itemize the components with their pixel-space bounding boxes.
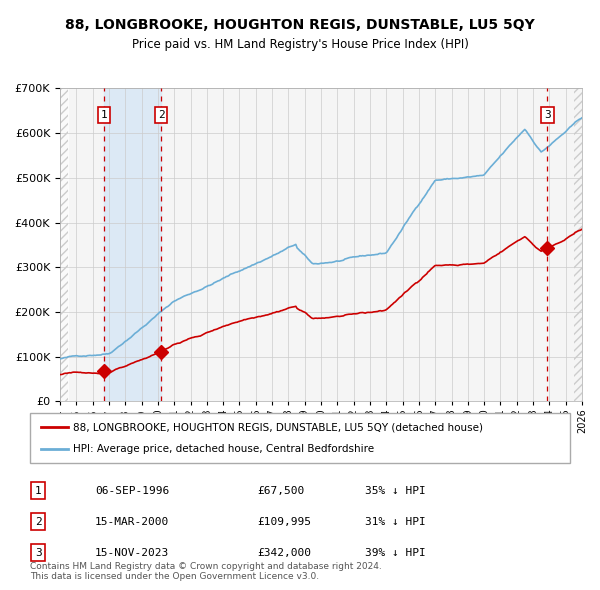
- Text: 15-MAR-2000: 15-MAR-2000: [95, 517, 169, 526]
- Text: 06-SEP-1996: 06-SEP-1996: [95, 486, 169, 496]
- Text: £67,500: £67,500: [257, 486, 304, 496]
- Text: 1: 1: [100, 110, 107, 120]
- Text: 2: 2: [35, 517, 41, 526]
- Text: Price paid vs. HM Land Registry's House Price Index (HPI): Price paid vs. HM Land Registry's House …: [131, 38, 469, 51]
- Bar: [104, 88, 161, 401]
- Text: Contains HM Land Registry data © Crown copyright and database right 2024.
This d: Contains HM Land Registry data © Crown c…: [30, 562, 382, 581]
- Text: 35% ↓ HPI: 35% ↓ HPI: [365, 486, 425, 496]
- Text: 88, LONGBROOKE, HOUGHTON REGIS, DUNSTABLE, LU5 5QY (detached house): 88, LONGBROOKE, HOUGHTON REGIS, DUNSTABL…: [73, 422, 483, 432]
- Text: 1: 1: [35, 486, 41, 496]
- Text: 3: 3: [35, 548, 41, 558]
- Text: 2: 2: [158, 110, 164, 120]
- Text: 39% ↓ HPI: 39% ↓ HPI: [365, 548, 425, 558]
- FancyBboxPatch shape: [30, 413, 570, 463]
- Text: 31% ↓ HPI: 31% ↓ HPI: [365, 517, 425, 526]
- Text: £109,995: £109,995: [257, 517, 311, 526]
- Bar: [60, 88, 68, 401]
- Bar: [574, 88, 582, 401]
- Text: 88, LONGBROOKE, HOUGHTON REGIS, DUNSTABLE, LU5 5QY: 88, LONGBROOKE, HOUGHTON REGIS, DUNSTABL…: [65, 18, 535, 32]
- Text: HPI: Average price, detached house, Central Bedfordshire: HPI: Average price, detached house, Cent…: [73, 444, 374, 454]
- Text: £342,000: £342,000: [257, 548, 311, 558]
- Text: 15-NOV-2023: 15-NOV-2023: [95, 548, 169, 558]
- Text: 3: 3: [544, 110, 551, 120]
- Bar: [60, 88, 68, 401]
